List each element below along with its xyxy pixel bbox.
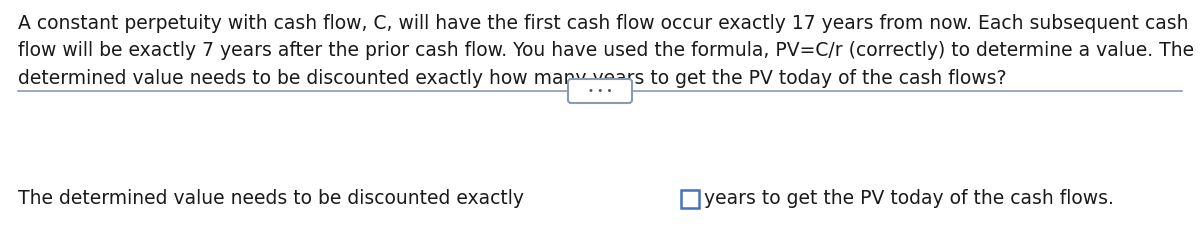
Text: years to get the PV today of the cash flows.: years to get the PV today of the cash fl… bbox=[703, 190, 1114, 208]
Text: The determined value needs to be discounted exactly: The determined value needs to be discoun… bbox=[18, 190, 530, 208]
FancyBboxPatch shape bbox=[568, 79, 632, 103]
Text: • • •: • • • bbox=[588, 86, 612, 96]
FancyBboxPatch shape bbox=[680, 190, 698, 208]
Text: A constant perpetuity with cash flow, C, will have the first cash flow occur exa: A constant perpetuity with cash flow, C,… bbox=[18, 14, 1194, 87]
